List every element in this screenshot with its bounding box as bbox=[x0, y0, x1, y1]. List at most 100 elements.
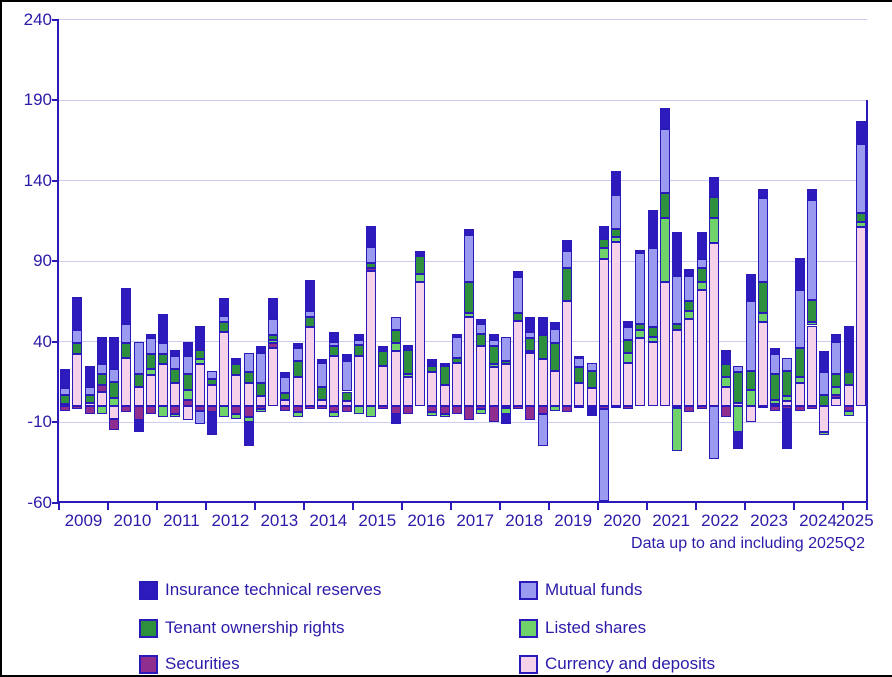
bar-segment[interactable] bbox=[72, 296, 83, 331]
bar-segment[interactable] bbox=[390, 330, 401, 344]
bar-segment[interactable] bbox=[500, 360, 511, 365]
bar-segment[interactable] bbox=[598, 406, 609, 410]
bar-segment[interactable] bbox=[219, 406, 230, 418]
bar-segment[interactable] bbox=[439, 414, 450, 418]
bar-segment[interactable] bbox=[794, 257, 805, 291]
bar-segment[interactable] bbox=[353, 356, 364, 406]
bar-segment[interactable] bbox=[304, 280, 315, 311]
bar-segment[interactable] bbox=[170, 414, 181, 418]
bar-segment[interactable] bbox=[525, 338, 536, 352]
bar-segment[interactable] bbox=[611, 195, 621, 229]
bar-segment[interactable] bbox=[255, 396, 266, 406]
bar-segment[interactable] bbox=[268, 319, 279, 336]
bar-segment[interactable] bbox=[635, 330, 646, 339]
bar-segment[interactable] bbox=[415, 256, 426, 274]
bar-segment[interactable] bbox=[366, 270, 377, 406]
bar-segment[interactable] bbox=[451, 406, 462, 415]
bar-segment[interactable] bbox=[672, 323, 683, 331]
bar-segment[interactable] bbox=[476, 406, 487, 410]
bar-segment[interactable] bbox=[280, 377, 291, 394]
bar-segment[interactable] bbox=[182, 399, 193, 406]
bar-segment[interactable] bbox=[366, 225, 377, 247]
bar-segment[interactable] bbox=[96, 385, 107, 392]
bar-segment[interactable] bbox=[843, 406, 854, 411]
bar-segment[interactable] bbox=[329, 406, 340, 413]
bar-segment[interactable] bbox=[806, 325, 817, 406]
bar-segment[interactable] bbox=[84, 402, 95, 406]
bar-segment[interactable] bbox=[390, 406, 401, 415]
bar-segment[interactable] bbox=[451, 336, 462, 358]
bar-segment[interactable] bbox=[598, 409, 609, 501]
bar-segment[interactable] bbox=[488, 339, 499, 347]
bar-segment[interactable] bbox=[170, 368, 181, 384]
bar-segment[interactable] bbox=[219, 298, 230, 316]
bar-segment[interactable] bbox=[623, 320, 634, 328]
bar-segment[interactable] bbox=[133, 420, 144, 432]
bar-segment[interactable] bbox=[207, 370, 217, 379]
bar-segment[interactable] bbox=[623, 327, 634, 340]
bar-segment[interactable] bbox=[647, 327, 658, 337]
bar-segment[interactable] bbox=[317, 406, 328, 410]
bar-segment[interactable] bbox=[770, 399, 781, 405]
bar-segment[interactable] bbox=[733, 402, 744, 406]
bar-segment[interactable] bbox=[329, 341, 340, 347]
bar-segment[interactable] bbox=[770, 404, 781, 407]
bar-segment[interactable] bbox=[782, 396, 793, 402]
bar-segment[interactable] bbox=[672, 330, 683, 406]
bar-segment[interactable] bbox=[708, 406, 719, 460]
bar-segment[interactable] bbox=[341, 360, 352, 392]
bar-segment[interactable] bbox=[145, 333, 156, 339]
bar-segment[interactable] bbox=[280, 399, 291, 406]
bar-segment[interactable] bbox=[745, 273, 756, 302]
bar-segment[interactable] bbox=[464, 228, 475, 236]
bar-segment[interactable] bbox=[782, 370, 793, 397]
bar-segment[interactable] bbox=[378, 365, 389, 406]
bar-segment[interactable] bbox=[745, 301, 756, 371]
bar-segment[interactable] bbox=[341, 406, 352, 413]
bar-segment[interactable] bbox=[145, 375, 156, 406]
bar-segment[interactable] bbox=[733, 365, 744, 373]
bar-segment[interactable] bbox=[708, 243, 719, 406]
bar-segment[interactable] bbox=[170, 356, 181, 369]
bar-segment[interactable] bbox=[831, 341, 842, 374]
bar-segment[interactable] bbox=[696, 282, 707, 291]
bar-segment[interactable] bbox=[219, 331, 230, 406]
bar-segment[interactable] bbox=[537, 406, 548, 415]
bar-segment[interactable] bbox=[121, 323, 132, 344]
bar-segment[interactable] bbox=[647, 209, 658, 249]
bar-segment[interactable] bbox=[341, 391, 352, 402]
bar-segment[interactable] bbox=[782, 406, 793, 410]
bar-segment[interactable] bbox=[549, 328, 560, 344]
bar-segment[interactable] bbox=[378, 346, 389, 352]
bar-segment[interactable] bbox=[721, 377, 732, 387]
bar-segment[interactable] bbox=[684, 301, 695, 311]
bar-segment[interactable] bbox=[121, 288, 132, 324]
bar-segment[interactable] bbox=[231, 364, 242, 376]
bar-segment[interactable] bbox=[611, 228, 621, 237]
bar-segment[interactable] bbox=[390, 317, 401, 331]
bar-segment[interactable] bbox=[684, 269, 695, 276]
bar-segment[interactable] bbox=[647, 248, 658, 328]
bar-segment[interactable] bbox=[574, 406, 585, 408]
bar-segment[interactable] bbox=[121, 406, 132, 413]
bar-segment[interactable] bbox=[831, 373, 842, 387]
bar-segment[interactable] bbox=[513, 320, 524, 406]
bar-segment[interactable] bbox=[427, 372, 438, 406]
bar-segment[interactable] bbox=[721, 406, 732, 418]
bar-segment[interactable] bbox=[72, 354, 83, 406]
bar-segment[interactable] bbox=[843, 325, 854, 373]
bar-segment[interactable] bbox=[562, 240, 573, 252]
bar-segment[interactable] bbox=[366, 267, 377, 271]
bar-segment[interactable] bbox=[855, 143, 866, 213]
bar-segment[interactable] bbox=[145, 354, 156, 369]
bar-segment[interactable] bbox=[304, 317, 315, 328]
bar-segment[interactable] bbox=[611, 236, 621, 242]
bar-segment[interactable] bbox=[549, 343, 560, 371]
bar-segment[interactable] bbox=[794, 377, 805, 384]
bar-segment[interactable] bbox=[500, 336, 511, 361]
bar-segment[interactable] bbox=[770, 406, 781, 411]
bar-segment[interactable] bbox=[317, 359, 328, 363]
bar-segment[interactable] bbox=[231, 414, 242, 419]
bar-segment[interactable] bbox=[855, 121, 866, 144]
bar-segment[interactable] bbox=[402, 344, 413, 350]
